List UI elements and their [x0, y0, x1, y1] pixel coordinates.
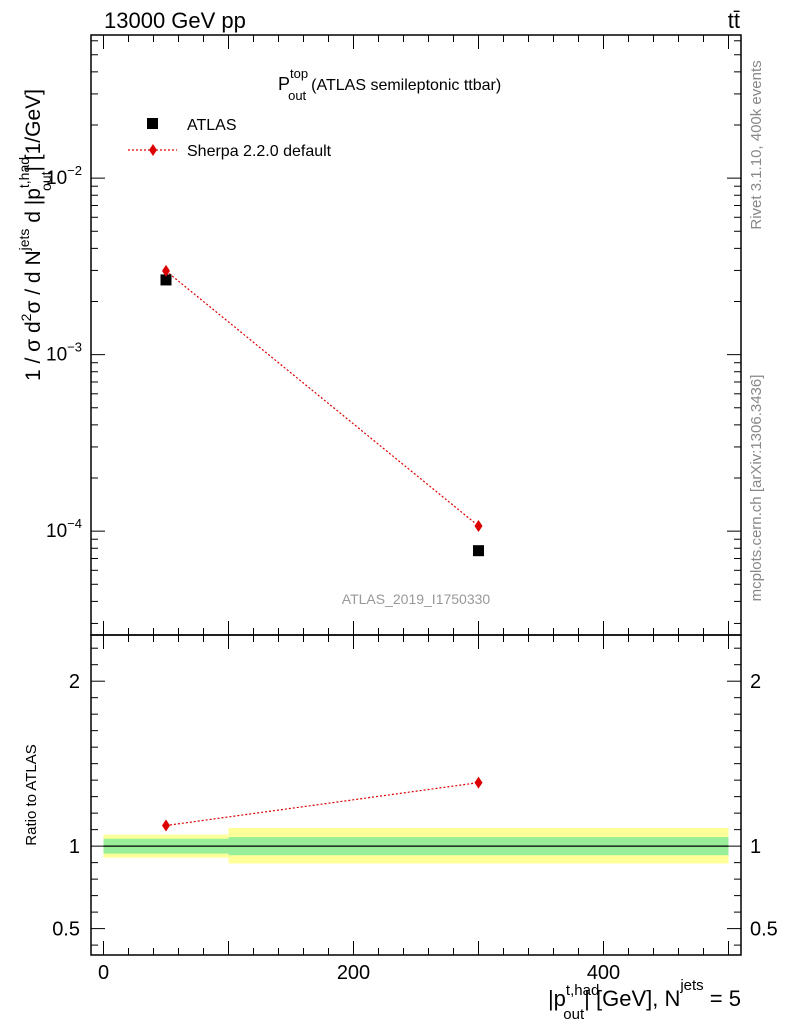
sherpa-data-point	[162, 264, 170, 277]
atlas-data-point	[473, 545, 484, 557]
ratio-sherpa-line	[165, 782, 479, 827]
process-label: tt̄	[728, 8, 740, 33]
main-title: Ptop out(ATLAS semileptonic ttbar)	[278, 66, 501, 103]
rivet-label: Rivet 3.1.10, 400k events	[748, 60, 765, 229]
y-tick-label: 10−2	[46, 163, 82, 189]
ratio-bands	[103, 827, 729, 864]
y-tick-label: 10−4	[46, 516, 82, 542]
ratio-y-tick-label: 1	[69, 836, 80, 858]
atlas-data-point	[160, 274, 172, 286]
ratio-plot-frame	[90, 634, 742, 956]
ratio-y-ticks: 0.5 0.5 1 1 2 2	[52, 647, 778, 946]
x-tick-label: 200	[337, 962, 370, 984]
legend-atlas-label: ATLAS	[187, 117, 237, 134]
ratio-x-ticks: 0 200 400	[98, 635, 729, 984]
legend-sherpa-marker	[149, 144, 157, 156]
ratio-sherpa-point	[474, 776, 483, 789]
ratio-y-axis-label: Ratio to ATLAS	[23, 744, 40, 845]
legend-atlas-marker	[147, 118, 158, 129]
main-series	[160, 264, 484, 557]
ratio-y-tick-label-right: 2	[750, 671, 761, 693]
ratio-panel: 0.5 0.5 1 1 2 2 0 200 400 Ratio to ATLAS |pt,ha…	[23, 634, 778, 1023]
ratio-series	[162, 776, 483, 832]
ratio-y-tick-label: 0.5	[52, 919, 80, 941]
sherpa-data-point	[474, 519, 483, 532]
main-y-ticks: 10−4 10−3 10−2	[46, 40, 741, 624]
ratio-sherpa-point	[162, 819, 170, 832]
main-panel: Ptop out(ATLAS semileptonic ttbar) 1 / σ …	[16, 34, 742, 636]
energy-label: 13000 GeV pp	[104, 8, 246, 33]
x-tick-label: 400	[587, 962, 620, 984]
x-tick-label: 0	[98, 962, 109, 984]
ratio-y-tick-label-right: 1	[750, 836, 761, 858]
ratio-y-tick-label-right: 0.5	[750, 919, 778, 941]
main-y-axis-label: 1 / σ d2σ / d Njets d |pt,had out| [1/GeV…	[16, 89, 54, 381]
main-x-ticks	[103, 35, 729, 635]
legend: ATLAS Sherpa 2.2.0 default	[128, 117, 332, 160]
analysis-watermark: ATLAS_2019_I1750330	[342, 591, 491, 607]
mcplots-label: mcplots.cern.ch [arXiv:1306.3436]	[748, 375, 765, 602]
x-axis-label: |pt,had out| [GeV], Njets = 5	[548, 977, 741, 1023]
sherpa-line	[165, 270, 479, 527]
y-tick-label: 10−3	[46, 340, 82, 366]
ratio-y-tick-label: 2	[69, 671, 80, 693]
legend-sherpa-label: Sherpa 2.2.0 default	[187, 143, 332, 160]
